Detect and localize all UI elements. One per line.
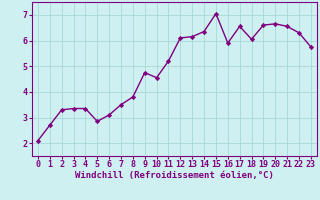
X-axis label: Windchill (Refroidissement éolien,°C): Windchill (Refroidissement éolien,°C) bbox=[75, 171, 274, 180]
